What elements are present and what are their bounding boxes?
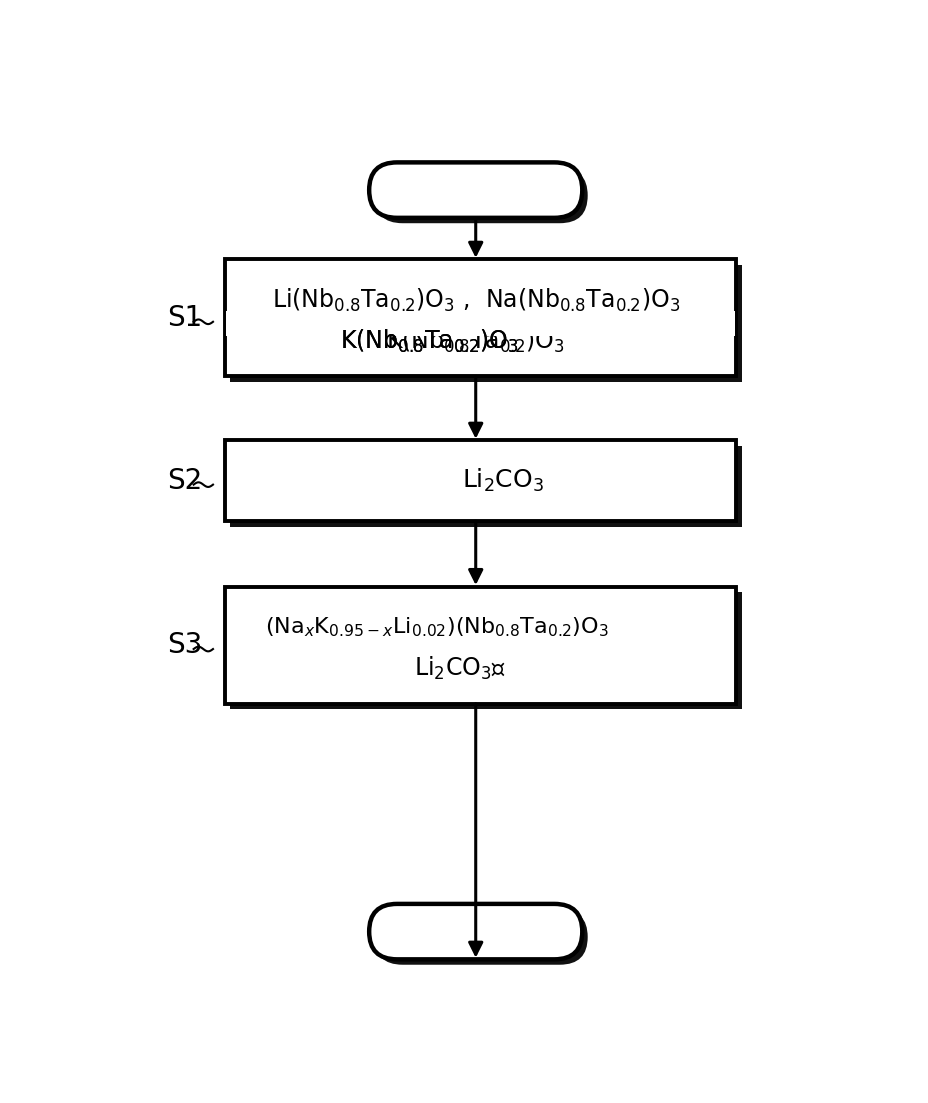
FancyBboxPatch shape — [374, 909, 587, 965]
FancyBboxPatch shape — [226, 311, 734, 336]
Text: S1: S1 — [166, 304, 201, 332]
Text: K(Nb$_{0.8}$Ta$_{0.2}$)O$_{3}$: K(Nb$_{0.8}$Ta$_{0.2}$)O$_{3}$ — [340, 328, 518, 355]
FancyBboxPatch shape — [230, 592, 741, 709]
FancyBboxPatch shape — [368, 903, 582, 960]
Text: Li(Nb$_{0.8}$Ta$_{0.2}$)O$_{3}$ ,  Na(Nb$_{0.8}$Ta$_{0.2}$)O$_{3}$: Li(Nb$_{0.8}$Ta$_{0.2}$)O$_{3}$ , Na(Nb$… — [271, 287, 679, 314]
Text: Li$_{2}$CO$_{3}$를: Li$_{2}$CO$_{3}$를 — [414, 655, 506, 682]
Text: S3: S3 — [166, 631, 201, 660]
FancyBboxPatch shape — [230, 265, 741, 382]
Text: S2: S2 — [166, 467, 201, 495]
FancyBboxPatch shape — [225, 440, 735, 522]
FancyBboxPatch shape — [230, 446, 741, 526]
Text: (Na$_{x}$K$_{0.95-x}$Li$_{0.02}$)(Nb$_{0.8}$Ta$_{0.2}$)O$_{3}$: (Na$_{x}$K$_{0.95-x}$Li$_{0.02}$)(Nb$_{0… — [264, 615, 608, 640]
FancyBboxPatch shape — [225, 587, 735, 704]
FancyBboxPatch shape — [368, 162, 582, 217]
Text: K(Nb$_{0.8}$Ta$_{0.2}$)O$_{3}$: K(Nb$_{0.8}$Ta$_{0.2}$)O$_{3}$ — [386, 328, 564, 355]
Text: Li$_{2}$CO$_{3}$: Li$_{2}$CO$_{3}$ — [461, 468, 543, 494]
Text: K(Nb$_{0.8}$Ta$_{0.2}$)O$_{3}$: K(Nb$_{0.8}$Ta$_{0.2}$)O$_{3}$ — [340, 328, 518, 355]
FancyBboxPatch shape — [225, 259, 735, 376]
FancyBboxPatch shape — [374, 168, 587, 223]
